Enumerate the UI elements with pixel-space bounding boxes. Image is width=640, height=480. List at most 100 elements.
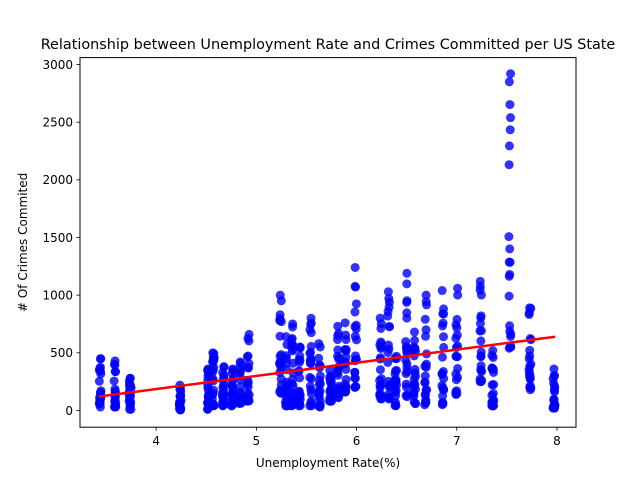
data-point [525, 381, 535, 391]
data-point [410, 364, 420, 374]
data-point [305, 381, 315, 391]
data-point [549, 364, 559, 374]
data-point [384, 344, 394, 354]
data-point [421, 290, 431, 300]
data-point [125, 373, 135, 383]
data-point [340, 380, 350, 390]
data-point [439, 332, 448, 342]
y-tick-label: 1500 [42, 231, 73, 245]
regression-line [98, 335, 556, 398]
x-tick-label: 7 [453, 434, 461, 448]
data-point [421, 325, 431, 335]
data-point [453, 283, 463, 293]
data-point [439, 385, 449, 395]
data-point [340, 386, 350, 396]
data-point [402, 279, 412, 289]
data-point [351, 320, 361, 330]
data-point [384, 321, 394, 331]
data-point [314, 339, 324, 349]
x-tick-label: 4 [152, 434, 160, 448]
data-point [314, 353, 324, 363]
data-point [505, 257, 515, 267]
data-point [340, 345, 350, 355]
x-axis-label: Unemployment Rate(%) [256, 456, 400, 470]
data-point [453, 363, 463, 373]
data-point [315, 371, 325, 381]
data-point [390, 401, 400, 411]
data-point [96, 354, 106, 364]
data-point [341, 352, 351, 362]
data-point [295, 342, 305, 352]
data-point [487, 390, 497, 400]
data-point [375, 365, 385, 375]
data-point [306, 354, 316, 364]
data-point [476, 352, 486, 362]
data-point [392, 365, 402, 375]
data-point [549, 394, 559, 404]
data-point [341, 364, 351, 374]
data-point [505, 125, 515, 135]
data-point [350, 281, 360, 291]
data-point [487, 363, 497, 373]
data-point [219, 362, 229, 372]
data-point [351, 299, 361, 309]
data-point [420, 378, 430, 388]
data-point [421, 396, 431, 406]
data-point [390, 387, 400, 397]
data-point [420, 314, 430, 324]
data-point [421, 331, 431, 341]
data-point [383, 311, 393, 321]
x-tick-label: 6 [353, 434, 361, 448]
data-point [281, 353, 291, 363]
y-axis-label: # Of Crimes Commited [16, 173, 30, 312]
data-point [375, 313, 385, 323]
data-point [422, 300, 431, 310]
data-point [506, 69, 516, 79]
data-point [504, 77, 514, 87]
data-point [420, 371, 430, 381]
y-tick-label: 0 [65, 404, 73, 418]
data-point [506, 113, 516, 123]
data-point [94, 376, 104, 386]
data-point [294, 357, 304, 367]
data-point [437, 369, 447, 379]
data-point [451, 375, 461, 385]
data-point [340, 318, 350, 328]
data-point [477, 375, 487, 385]
y-tick-label: 500 [50, 346, 73, 360]
data-point [504, 291, 514, 301]
data-point [505, 100, 515, 110]
data-point [376, 342, 386, 352]
data-point [402, 296, 412, 306]
data-point [306, 347, 316, 357]
data-point [421, 362, 431, 372]
data-point [505, 244, 515, 254]
data-point [305, 325, 315, 335]
data-point [95, 363, 105, 373]
data-point [525, 351, 535, 361]
data-point [487, 380, 497, 390]
data-point [409, 397, 419, 407]
data-point [110, 356, 120, 366]
data-point [294, 392, 304, 402]
data-point [438, 398, 448, 408]
data-point [244, 329, 254, 339]
data-point [350, 382, 360, 392]
data-point [333, 345, 343, 355]
y-tick-label: 2500 [42, 115, 73, 129]
data-point [409, 327, 419, 337]
data-point [504, 160, 514, 170]
data-point [504, 141, 514, 151]
data-point [476, 326, 486, 336]
data-point [506, 329, 516, 339]
data-point [228, 364, 238, 374]
data-point [325, 385, 335, 395]
data-point [288, 381, 298, 391]
data-point [236, 382, 246, 392]
data-point [410, 335, 420, 345]
data-point [550, 387, 560, 397]
data-point [438, 318, 448, 328]
data-point [391, 376, 401, 386]
data-point [488, 346, 498, 356]
data-point [176, 391, 186, 401]
